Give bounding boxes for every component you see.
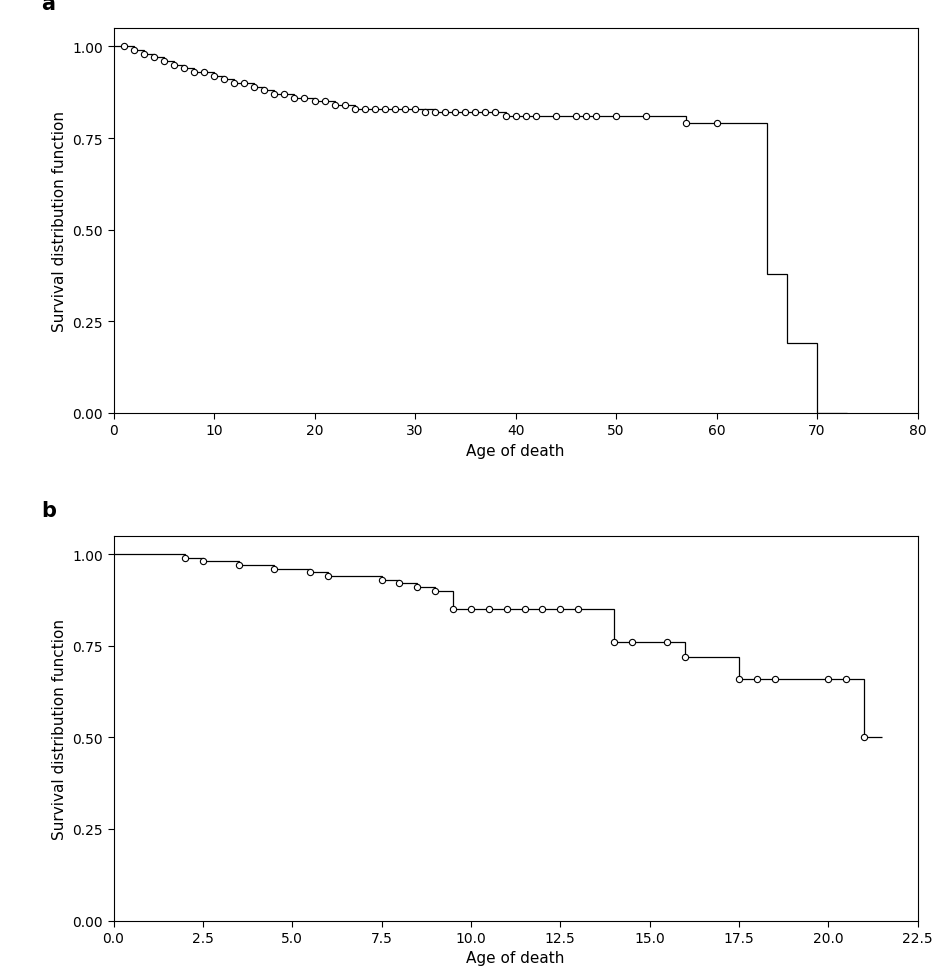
Y-axis label: Survival distribution function: Survival distribution function (52, 618, 67, 839)
Y-axis label: Survival distribution function: Survival distribution function (52, 110, 67, 331)
Text: b: b (41, 501, 56, 521)
Text: a: a (41, 0, 55, 14)
X-axis label: Age of death: Age of death (466, 443, 565, 458)
X-axis label: Age of death: Age of death (466, 951, 565, 965)
